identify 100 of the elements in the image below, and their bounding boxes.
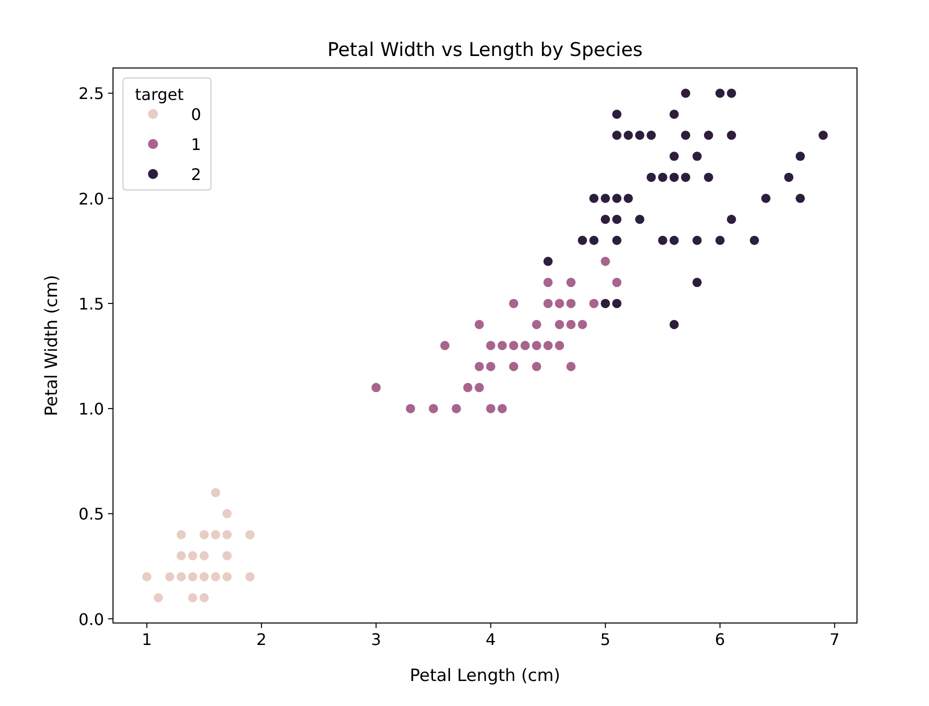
point — [198, 592, 210, 604]
point — [222, 550, 232, 562]
x-tick-label: 2 — [256, 630, 267, 649]
legend-label: 0 — [191, 105, 202, 124]
point — [210, 529, 221, 540]
point — [440, 340, 450, 351]
legend-title: target — [135, 85, 184, 104]
y-tick-label: 2.5 — [78, 84, 104, 104]
point — [474, 361, 485, 372]
point — [531, 319, 542, 330]
point — [508, 298, 520, 309]
point — [646, 130, 657, 141]
point — [703, 172, 714, 183]
point — [554, 319, 565, 330]
point — [600, 214, 611, 225]
point — [164, 571, 176, 582]
point — [714, 235, 726, 246]
point — [588, 298, 600, 309]
point — [176, 529, 187, 540]
point — [818, 130, 829, 141]
point — [405, 403, 416, 414]
point — [692, 235, 702, 246]
point — [485, 361, 496, 372]
point — [611, 108, 622, 120]
point — [611, 298, 622, 309]
point — [542, 277, 554, 288]
x-tick-label: 5 — [600, 630, 610, 649]
point — [222, 571, 232, 582]
point — [577, 235, 588, 246]
point — [566, 319, 576, 330]
point — [474, 382, 485, 393]
point — [668, 235, 680, 246]
point — [634, 214, 646, 225]
x-axis-title: Petal Length (cm) — [410, 666, 560, 686]
point — [783, 172, 794, 183]
point — [646, 172, 657, 183]
point — [668, 108, 680, 120]
point — [692, 150, 702, 162]
legend-label: 2 — [191, 165, 202, 184]
x-tick-label: 1 — [142, 630, 152, 649]
point — [611, 130, 622, 141]
y-tick-label: 0.5 — [78, 504, 104, 524]
point — [244, 529, 256, 540]
point — [680, 130, 691, 141]
point — [450, 403, 462, 414]
point — [703, 130, 714, 141]
point — [176, 571, 187, 582]
point — [542, 256, 554, 267]
point — [611, 192, 622, 204]
y-tick-label: 0.0 — [78, 610, 104, 629]
point — [794, 150, 806, 162]
point — [760, 192, 772, 204]
point — [726, 130, 737, 141]
point — [496, 340, 508, 351]
point — [531, 340, 542, 351]
point — [692, 277, 702, 288]
chart-title: Petal Width vs Length by Species — [327, 39, 643, 61]
point — [542, 340, 554, 351]
point — [657, 172, 668, 183]
y-tick-label: 2.0 — [78, 189, 104, 208]
point — [520, 340, 530, 351]
point — [668, 319, 680, 330]
point — [187, 571, 198, 582]
point — [554, 340, 565, 351]
point — [794, 192, 806, 204]
point — [198, 529, 210, 540]
point — [680, 88, 691, 99]
point — [244, 571, 256, 582]
legend-label: 1 — [191, 135, 202, 154]
point — [210, 571, 221, 582]
point — [680, 172, 691, 183]
point — [152, 592, 164, 604]
point — [531, 361, 542, 372]
y-tick-label: 1.5 — [78, 294, 104, 314]
point — [554, 298, 565, 309]
point — [600, 298, 611, 309]
point — [187, 592, 198, 604]
y-tick-label: 1.0 — [78, 400, 104, 419]
point — [485, 403, 496, 414]
point — [542, 298, 554, 309]
point — [370, 382, 382, 393]
point — [198, 571, 210, 582]
point — [485, 340, 496, 351]
x-tick-label: 4 — [486, 630, 496, 649]
point — [141, 571, 152, 582]
point — [622, 130, 634, 141]
point — [210, 487, 221, 498]
y-axis-title: Petal Width (cm) — [42, 274, 62, 416]
point — [496, 403, 508, 414]
point — [187, 550, 198, 562]
point — [634, 130, 646, 141]
point — [222, 508, 232, 520]
point — [566, 298, 576, 309]
point — [588, 235, 600, 246]
point — [622, 192, 634, 204]
point — [714, 88, 726, 99]
point — [198, 550, 210, 562]
x-tick-label: 7 — [830, 630, 840, 649]
point — [611, 235, 622, 246]
point — [749, 235, 760, 246]
